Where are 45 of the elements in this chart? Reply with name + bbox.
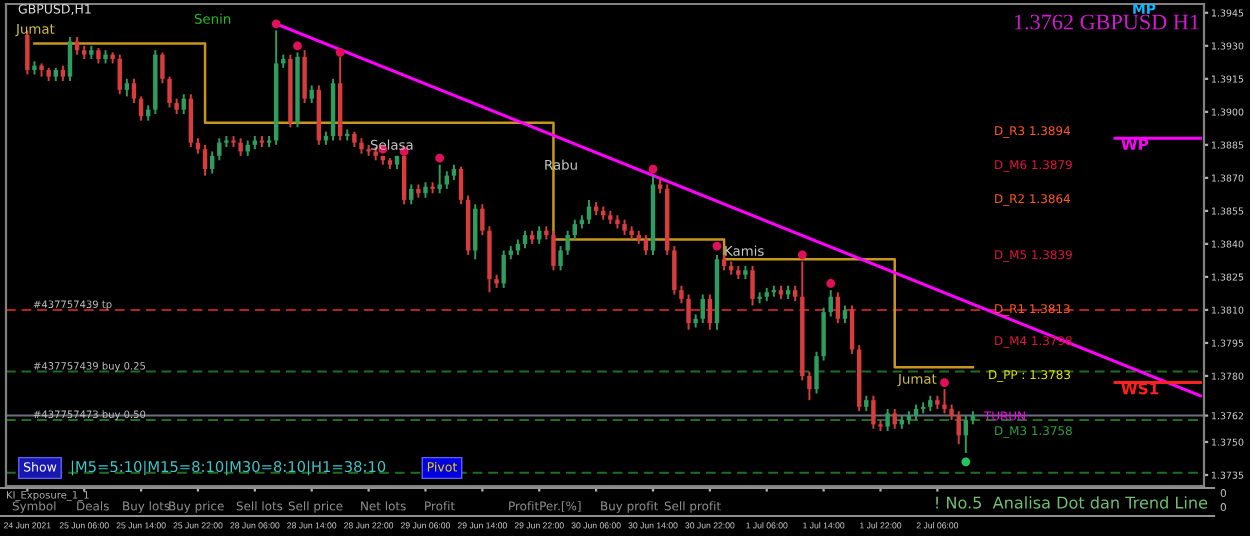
point <box>797 250 807 260</box>
point <box>435 153 445 163</box>
point <box>961 457 971 467</box>
candlestick <box>209 150 215 175</box>
candlestick <box>409 183 414 206</box>
candlestick <box>586 198 592 226</box>
candlestick <box>181 93 186 116</box>
candlestick <box>572 218 577 241</box>
candlestick <box>202 143 208 177</box>
candlestick <box>814 350 819 395</box>
candlestick <box>501 249 506 289</box>
candlestick <box>871 394 876 430</box>
candlestick <box>473 203 478 261</box>
candlestick <box>700 293 705 325</box>
candlestick <box>849 304 855 355</box>
candlestick <box>672 245 677 296</box>
candlestick <box>686 293 691 331</box>
point <box>712 241 722 251</box>
point <box>271 19 281 29</box>
point <box>293 41 302 51</box>
text: ! No.5 Analisa Dot dan Trend Line <box>936 496 1208 509</box>
point <box>826 279 836 288</box>
candlestick <box>188 93 194 149</box>
candlestick <box>551 229 556 272</box>
candlestick <box>302 49 307 105</box>
point <box>648 164 658 174</box>
candlestick <box>458 165 464 206</box>
candlestick <box>750 264 755 307</box>
candlestick <box>821 306 826 362</box>
candlestick <box>167 75 172 109</box>
candlestick <box>942 388 947 415</box>
candlestick <box>217 137 222 162</box>
candlestick <box>117 53 122 96</box>
candlestick <box>892 408 897 430</box>
candlestick <box>885 408 890 432</box>
candlestick <box>67 36 73 82</box>
candlestick <box>643 234 649 256</box>
candlestick <box>131 77 137 105</box>
candlestick <box>160 51 165 85</box>
point <box>940 378 949 387</box>
candlestick <box>835 291 841 325</box>
chart-subtitle: 1.3762 GBPUSD H1 <box>1014 14 1199 30</box>
candlestick <box>437 163 442 195</box>
point <box>335 48 345 57</box>
candlestick <box>707 293 713 331</box>
